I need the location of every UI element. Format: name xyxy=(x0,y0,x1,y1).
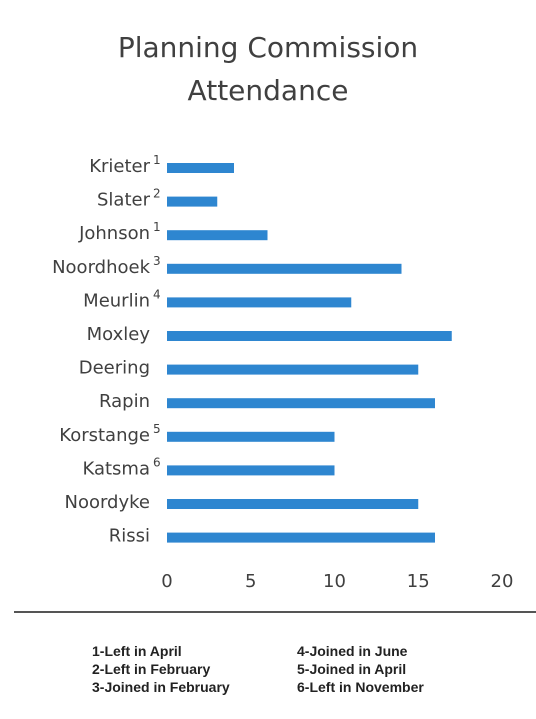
footnote-legend: 1-Left in April 4-Joined in June 2-Left … xyxy=(92,643,512,695)
footnote: 3-Joined in February xyxy=(92,679,230,695)
category-footnote-marker: 4 xyxy=(153,287,161,301)
category-footnote-marker: 5 xyxy=(153,422,161,436)
category-label: Katsma xyxy=(82,458,150,479)
category-footnote-marker: 1 xyxy=(153,220,161,234)
bar xyxy=(167,163,234,173)
bar xyxy=(167,431,335,442)
x-tick-label: 20 xyxy=(491,571,514,592)
bar xyxy=(167,331,452,341)
x-tick-label: 15 xyxy=(407,571,430,592)
bar xyxy=(167,263,402,274)
bar xyxy=(167,465,335,476)
category-footnote-marker: 3 xyxy=(153,254,161,268)
footnote: 5-Joined in April xyxy=(297,661,407,677)
bar xyxy=(167,297,352,308)
chart-title: Planning Commission Attendance xyxy=(0,26,536,112)
x-tick-label: 5 xyxy=(245,571,256,592)
category-label: Slater xyxy=(97,190,151,211)
footnote: 2-Left in February xyxy=(92,661,211,677)
category-footnote-marker: 6 xyxy=(153,455,161,469)
bar xyxy=(167,499,419,509)
category-label: Korstange xyxy=(59,425,150,446)
category-label: Rissi xyxy=(109,526,150,547)
category-footnote-marker: 1 xyxy=(153,153,161,167)
x-tick-label: 10 xyxy=(323,571,346,592)
chart-title-line-1: Planning Commission xyxy=(117,31,419,64)
bar xyxy=(167,364,419,375)
category-label: Noordyke xyxy=(64,492,150,513)
category-label: Krieter xyxy=(89,156,150,177)
footnote: 4-Joined in June xyxy=(297,643,408,659)
divider xyxy=(14,611,536,613)
category-label: Deering xyxy=(79,358,150,379)
bar xyxy=(167,532,435,543)
category-label: Meurlin xyxy=(83,290,150,311)
bar xyxy=(167,196,218,207)
chart-title-line-2: Attendance xyxy=(187,74,349,107)
category-label: Rapin xyxy=(99,391,150,412)
footnote: 6-Left in November xyxy=(297,679,424,695)
category-label: Johnson xyxy=(78,223,150,244)
x-tick-label: 0 xyxy=(161,571,172,592)
bar xyxy=(167,398,435,409)
footnote: 1-Left in April xyxy=(92,643,182,659)
category-footnote-marker: 2 xyxy=(153,187,161,201)
category-label: Noordhoek xyxy=(52,257,150,278)
category-label: Moxley xyxy=(87,324,151,345)
bar xyxy=(167,230,268,241)
